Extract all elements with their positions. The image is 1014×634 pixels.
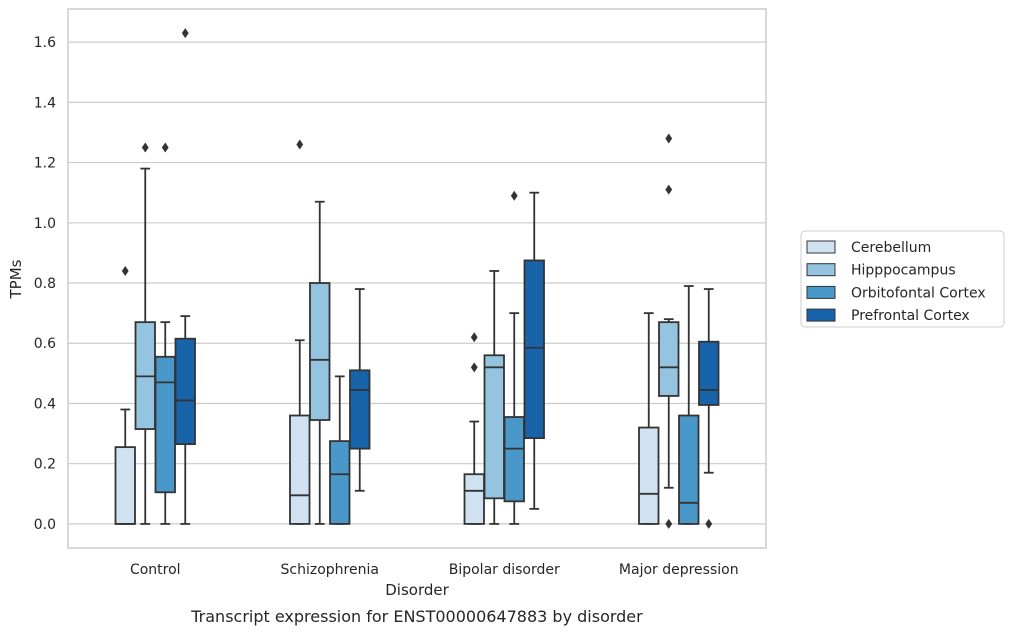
legend-swatch [806,308,836,322]
box-prefrontal-cortex-schizophrenia [349,288,371,492]
iqr-box [114,446,136,525]
x-axis-label: Disorder [385,581,449,599]
iqr-box [678,414,700,525]
iqr-box [154,355,176,494]
plot-frame [67,8,767,549]
y-tick-label: 1.0 [34,216,56,232]
iqr-box [289,414,311,525]
outlier-point [510,190,518,201]
box-orbitofontal-cortex-schizophrenia [329,375,351,525]
y-axis-ticks: 0.0 0.2 0.4 0.6 0.8 1.0 1.2 1.4 1.6 [34,35,56,533]
box-prefrontal-cortex-control [174,28,196,525]
iqr-box [309,282,331,421]
outlier-point [141,142,149,153]
outlier-point [181,28,189,39]
iqr-box [174,337,196,446]
outlier-point [665,518,673,529]
iqr-box [523,259,545,439]
x-tick-label: Major depression [619,562,739,578]
box-cerebellum-major-depression [638,312,660,525]
outlier-point [665,133,673,144]
y-tick-label: 0.2 [34,457,56,473]
box-cerebellum-schizophrenia [289,139,311,525]
y-tick-label: 0.0 [34,517,56,533]
box-hipppocampus-control [134,142,156,525]
y-tick-label: 1.2 [34,156,56,172]
y-tick-label: 0.6 [34,336,56,352]
legend-label: Orbitofontal Cortex [851,285,986,301]
box-hipppocampus-schizophrenia [309,200,331,525]
y-tick-label: 1.4 [34,95,56,111]
outlier-point [705,518,713,529]
iqr-box [349,369,371,450]
x-axis-tick-labels: Control Schizophrenia Bipolar disorder Majo… [130,562,739,578]
outlier-point [121,265,129,276]
legend: Cerebellum Hipppocampus Orbitofontal Corte… [800,230,1005,328]
iqr-box [503,416,525,503]
iqr-box [658,321,680,397]
y-axis-label: TPMs [7,259,25,299]
x-tick-label: Control [130,562,181,578]
iqr-box [698,340,720,406]
box-orbitofontal-cortex-major-depression [678,285,700,525]
y-tick-label: 0.4 [34,396,56,412]
legend-swatch [806,263,836,277]
legend-frame [800,230,1005,328]
legend-label: Cerebellum [851,240,931,256]
iqr-box [463,473,485,525]
box-hipppocampus-bipolar-disorder [483,270,505,525]
iqr-box [638,426,660,525]
outlier-point [296,139,304,150]
box-cerebellum-control [114,265,136,525]
legend-label: Hipppocampus [851,263,956,279]
x-tick-label: Bipolar disorder [449,562,560,578]
y-tick-label: 1.6 [34,35,56,51]
box-orbitofontal-cortex-bipolar-disorder [503,190,525,525]
box-hipppocampus-major-depression [658,133,680,529]
y-tick-label: 0.8 [34,276,56,292]
outlier-point [470,362,478,373]
chart-caption: Transcript expression for ENST0000064788… [190,607,643,626]
boxes-layer [114,28,720,529]
legend-label: Prefrontal Cortex [851,308,970,324]
outlier-point [470,332,478,343]
box-orbitofontal-cortex-control [154,142,176,525]
iqr-box [329,440,351,525]
iqr-box [483,354,505,500]
x-tick-label: Schizophrenia [281,562,379,578]
legend-swatch [806,240,836,254]
outlier-point [665,184,673,195]
box-prefrontal-cortex-major-depression [698,288,720,529]
outlier-point [161,142,169,153]
box-prefrontal-cortex-bipolar-disorder [523,191,545,510]
legend-swatch [806,285,836,299]
